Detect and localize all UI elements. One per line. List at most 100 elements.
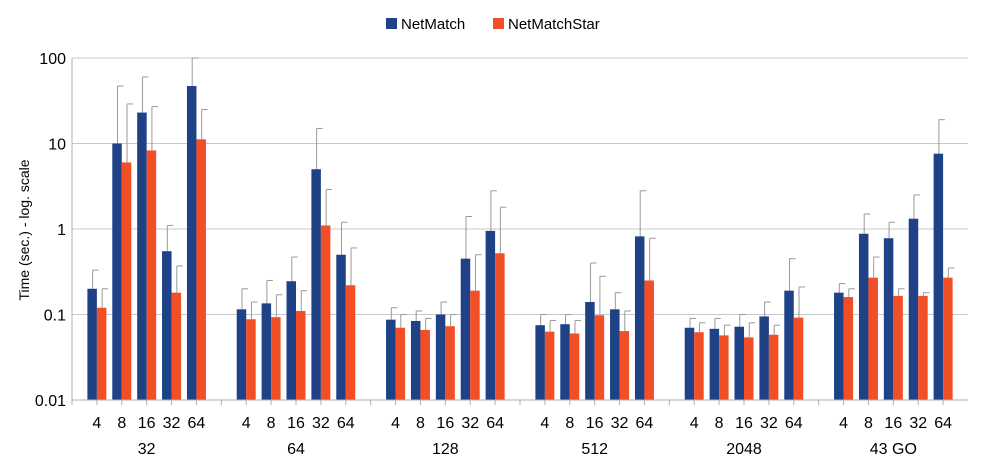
legend-label: NetMatch (401, 16, 465, 33)
legend: NetMatch NetMatchStar (386, 16, 600, 33)
x-tick-label: 8 (267, 415, 276, 432)
x-tick-label: 64 (636, 415, 654, 432)
x-tick-label: 4 (242, 415, 251, 432)
bar (834, 292, 844, 400)
bar (286, 281, 296, 400)
y-tick-label: 10 (48, 137, 66, 154)
x-tick-label: 64 (934, 415, 952, 432)
x-tick-label: 64 (337, 415, 355, 432)
bar (943, 277, 953, 400)
bar (868, 277, 878, 400)
x-group-label: 64 (287, 441, 305, 458)
bar (793, 317, 804, 400)
bar (320, 225, 331, 400)
bar (261, 303, 272, 400)
gridlines (72, 57, 968, 315)
bar (610, 309, 620, 400)
x-tick-label: 64 (785, 415, 803, 432)
x-tick-label: 8 (864, 415, 873, 432)
bar (644, 280, 654, 400)
x-tick-label: 16 (884, 415, 902, 432)
x-tick-label: 4 (690, 415, 699, 432)
bar (271, 317, 281, 400)
x-tick-label: 32 (611, 415, 629, 432)
y-tick-label: 0.1 (44, 308, 66, 325)
x-tick-label: 16 (287, 415, 305, 432)
bar (460, 258, 471, 400)
x-tick-label: 32 (163, 415, 181, 432)
bar (186, 86, 197, 400)
bar (858, 233, 869, 400)
bar (121, 162, 132, 400)
bar (410, 320, 421, 400)
x-group-label: 512 (581, 441, 608, 458)
bar (719, 335, 729, 400)
x-group-label: 2048 (726, 441, 762, 458)
legend-label: NetMatchStar (508, 16, 600, 33)
bar (495, 253, 505, 400)
x-tick-label: 16 (436, 415, 454, 432)
x-tick-label: 4 (92, 415, 101, 432)
bar (694, 332, 704, 400)
y-tick-label: 1 (57, 222, 66, 239)
bar (843, 297, 854, 400)
x-tick-label: 16 (735, 415, 753, 432)
x-tick-label: 8 (715, 415, 724, 432)
bar (734, 326, 744, 400)
x-group-label: 43 GO (870, 441, 917, 458)
bar (246, 319, 256, 400)
bar (893, 295, 903, 400)
bar (336, 254, 346, 400)
x-tick-label: 8 (565, 415, 574, 432)
bar (908, 218, 919, 400)
y-tick-label: 100 (39, 51, 66, 68)
bar (296, 310, 306, 400)
bar (395, 327, 406, 400)
x-tick-label: 64 (188, 415, 206, 432)
bar (146, 150, 157, 400)
bar (560, 324, 570, 400)
legend-swatch (493, 18, 504, 29)
x-tick-label: 4 (391, 415, 400, 432)
bar (112, 143, 122, 400)
x-tick-label: 4 (839, 415, 848, 432)
bar (544, 331, 555, 400)
bar (759, 316, 769, 400)
bar (445, 326, 455, 400)
x-group-label: 32 (138, 441, 156, 458)
bar (137, 112, 147, 401)
x-tick-label: 16 (138, 415, 156, 432)
bar (420, 329, 430, 400)
bar (933, 153, 944, 400)
bar (569, 333, 580, 400)
bar (634, 236, 645, 400)
y-tick-label: 0.01 (35, 393, 66, 410)
x-tick-label: 64 (486, 415, 504, 432)
x-tick-label: 16 (586, 415, 604, 432)
bar (171, 292, 182, 400)
bar (744, 337, 754, 400)
bar (386, 319, 396, 400)
x-tick-label: 32 (909, 415, 927, 432)
x-group-label: 128 (432, 441, 459, 458)
y-axis-label: Time (sec.) - log. scale (16, 159, 32, 300)
x-tick-label: 32 (760, 415, 778, 432)
bar (784, 290, 794, 400)
bar (196, 139, 206, 400)
x-tick-label: 4 (540, 415, 549, 432)
x-tick-label: 8 (117, 415, 126, 432)
bars (87, 86, 953, 401)
bar (535, 325, 545, 400)
bar (435, 314, 446, 400)
bar (236, 309, 247, 400)
bar (883, 238, 894, 400)
error-bars (92, 57, 955, 338)
bar (345, 285, 356, 400)
bar (709, 328, 720, 400)
bar (619, 331, 630, 400)
bar (585, 302, 595, 400)
bar (311, 169, 321, 400)
bar (684, 327, 695, 400)
bar (768, 334, 779, 400)
